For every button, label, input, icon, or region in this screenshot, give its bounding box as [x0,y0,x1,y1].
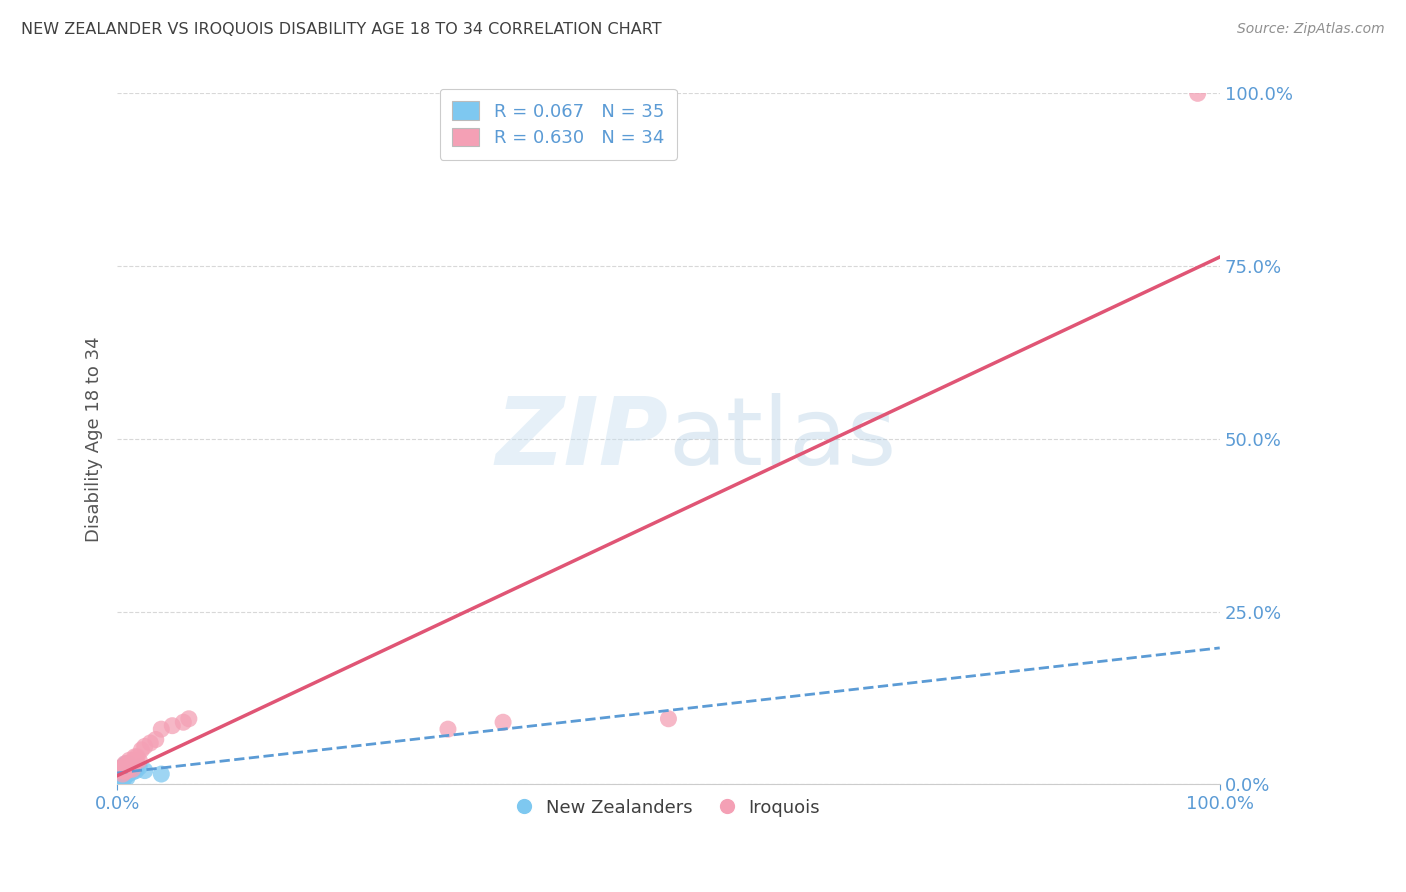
Point [117,760,139,774]
Point [112,767,135,781]
Point [125,764,148,778]
Point [121,762,143,776]
Point [111,764,134,779]
Point [120,760,142,774]
Point [112,764,135,778]
Point [115,767,138,781]
Point [115,764,138,778]
Point [657,712,679,726]
Legend: New Zealanders, Iroquois: New Zealanders, Iroquois [510,791,827,824]
Point [111,762,134,776]
Point [437,722,460,736]
Point [110,760,132,774]
Point [112,760,135,774]
Point [114,758,136,772]
Point [108,771,131,785]
Point [110,767,132,781]
Point [145,732,167,747]
Point [162,719,184,733]
Point [134,739,156,754]
Y-axis label: Disability Age 18 to 34: Disability Age 18 to 34 [86,336,103,541]
Text: NEW ZEALANDER VS IROQUOIS DISABILITY AGE 18 TO 34 CORRELATION CHART: NEW ZEALANDER VS IROQUOIS DISABILITY AGE… [21,22,662,37]
Point [111,760,134,774]
Point [114,769,136,783]
Text: Source: ZipAtlas.com: Source: ZipAtlas.com [1237,22,1385,37]
Point [115,764,138,778]
Point [134,764,156,778]
Point [117,764,139,778]
Point [115,771,138,785]
Point [118,760,141,774]
Point [125,749,148,764]
Text: atlas: atlas [668,392,897,485]
Point [121,756,143,771]
Point [139,736,162,750]
Point [121,764,143,779]
Point [121,760,143,774]
Point [117,756,139,771]
Point [118,753,141,767]
Point [115,758,138,772]
Point [120,764,142,778]
Point [114,762,136,776]
Point [111,767,134,781]
Point [110,774,132,789]
Point [115,760,138,774]
Point [115,762,138,776]
Point [150,722,173,736]
Point [111,771,134,785]
Point [110,769,132,783]
Point [128,760,150,774]
Point [112,772,135,786]
Point [114,756,136,771]
Point [177,712,200,726]
Point [114,764,136,779]
Point [117,767,139,781]
Point [122,753,145,767]
Point [115,756,138,771]
Point [131,743,153,757]
Point [150,767,173,781]
Point [110,764,132,778]
Point [128,753,150,767]
Point [124,749,146,764]
Point [122,762,145,776]
Point [110,772,132,786]
Point [492,715,515,730]
Point [1187,87,1209,101]
Point [115,760,138,774]
Point [114,764,136,779]
Point [118,764,141,779]
Point [110,764,132,778]
Text: ZIP: ZIP [495,392,668,485]
Point [112,764,135,778]
Point [117,756,139,771]
Point [125,753,148,767]
Point [172,715,194,730]
